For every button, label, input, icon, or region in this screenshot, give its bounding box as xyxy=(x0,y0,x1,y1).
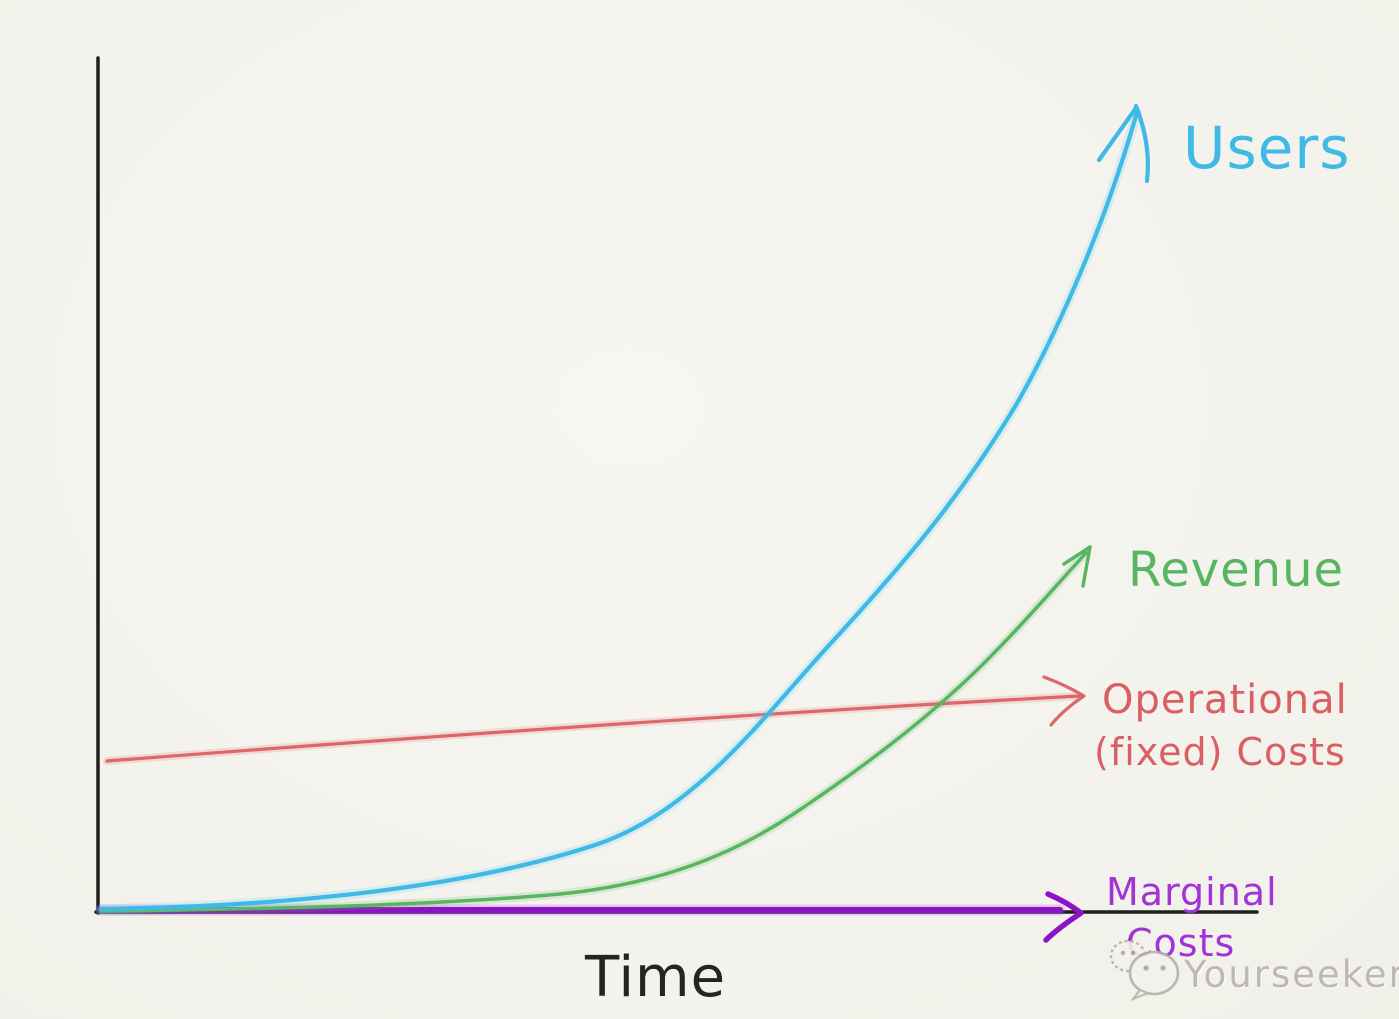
watermark: Yourseeker xyxy=(1109,939,1399,1002)
wechat-chat-bubbles-icon xyxy=(1109,939,1180,1002)
revenue-label: Revenue xyxy=(1128,542,1344,598)
operational-costs-label-line1: Operational xyxy=(1102,677,1348,723)
revenue-curve-glow xyxy=(96,548,1091,916)
watermark-text: Yourseeker xyxy=(1183,953,1399,996)
users-curve xyxy=(98,109,1140,912)
revenue-arrowhead xyxy=(1062,545,1092,588)
users-arrowhead xyxy=(1096,103,1150,184)
marginal-costs-label-line1: Marginal xyxy=(1106,870,1278,914)
marginal-costs-arrowhead xyxy=(1043,891,1084,943)
operational-costs-arrowhead xyxy=(1042,675,1086,727)
revenue-curve xyxy=(99,551,1088,913)
users-label: Users xyxy=(1183,114,1350,182)
operational-costs-label-line2: (fixed) Costs xyxy=(1094,730,1346,774)
time-axis-label: Time xyxy=(584,945,726,1010)
users-curve-glow xyxy=(96,107,1142,914)
